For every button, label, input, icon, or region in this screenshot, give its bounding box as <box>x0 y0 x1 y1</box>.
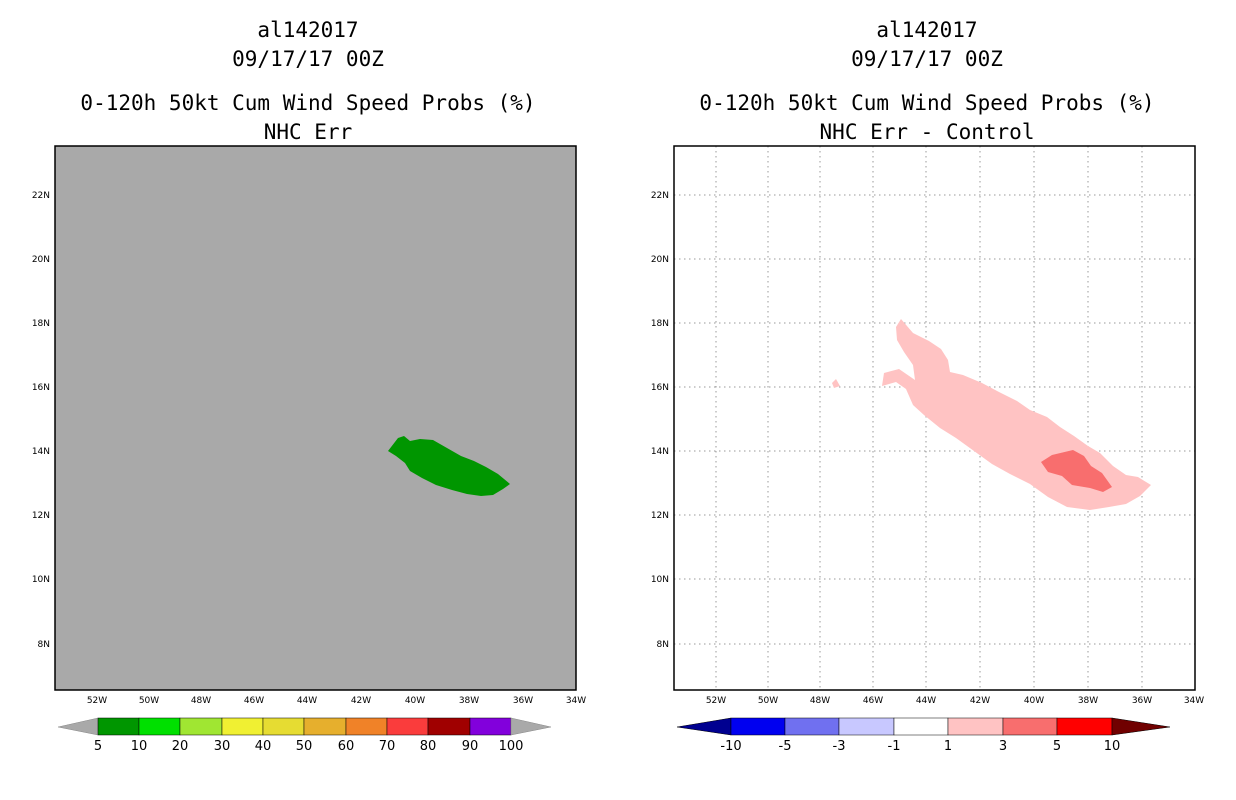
right-colorbar-label: 5 <box>1053 739 1061 754</box>
left-map-background <box>55 146 576 690</box>
right-lat-label: 10N <box>651 575 669 585</box>
right-lon-label: 42W <box>970 696 990 706</box>
left-colorbar-label: 60 <box>338 739 355 754</box>
left-lon-label: 48W <box>191 696 211 706</box>
right-colorbar-swatch <box>947 717 1004 736</box>
right-colorbar-label: -10 <box>720 739 741 754</box>
right-colorbar-label: -3 <box>833 739 846 754</box>
left-lon-label: 44W <box>297 696 317 706</box>
left-colorbar-high-end <box>510 717 552 736</box>
left-lat-label: 18N <box>32 319 50 329</box>
right-colorbar-label: 3 <box>999 739 1007 754</box>
left-map: 52W 50W 48W 46W 44W 42W 40W 38W 36W 34W … <box>32 145 586 706</box>
right-lon-label: 38W <box>1078 696 1098 706</box>
right-lat-label: 14N <box>651 447 669 457</box>
left-colorbar-label: 100 <box>499 739 524 754</box>
right-lat-label: 16N <box>651 383 669 393</box>
left-colorbar-swatch <box>303 717 347 736</box>
right-title: 0-120h 50kt Cum Wind Speed Probs (%) <box>699 91 1155 115</box>
right-lon-label: 40W <box>1024 696 1044 706</box>
right-datetime: 09/17/17 00Z <box>851 47 1003 71</box>
left-lat-label: 10N <box>32 575 50 585</box>
left-colorbar-swatch <box>97 717 140 736</box>
left-lon-label: 34W <box>566 696 586 706</box>
right-lon-label: 52W <box>706 696 726 706</box>
left-colorbar-label: 10 <box>131 739 148 754</box>
left-colorbar-swatch <box>469 717 512 736</box>
right-colorbar-swatch <box>838 717 895 736</box>
right-colorbar-swatch <box>730 717 786 736</box>
right-lat-label: 22N <box>651 191 669 201</box>
left-lon-label: 36W <box>513 696 533 706</box>
right-colorbar-label: -5 <box>779 739 792 754</box>
left-lat-label: 16N <box>32 383 50 393</box>
left-colorbar: 5 10 20 30 40 50 60 70 80 90 100 <box>57 717 552 754</box>
right-colorbar-swatch <box>784 717 840 736</box>
right-colorbar-low-end <box>676 717 732 736</box>
right-lon-label: 44W <box>916 696 936 706</box>
left-colorbar-label: 50 <box>296 739 313 754</box>
right-lon-label: 50W <box>758 696 778 706</box>
left-colorbar-label: 5 <box>94 739 102 754</box>
left-subtitle: NHC Err <box>263 120 353 144</box>
right-colorbar-swatch <box>893 717 949 736</box>
left-lat-label: 8N <box>38 640 50 650</box>
right-map-frame <box>673 145 1196 691</box>
left-lat-label: 14N <box>32 447 50 457</box>
right-diff-contour-small <box>832 379 840 388</box>
right-lat-label: 12N <box>651 511 669 521</box>
left-colorbar-label: 80 <box>420 739 437 754</box>
left-lat-label: 20N <box>32 255 50 265</box>
right-lat-label: 8N <box>657 640 669 650</box>
left-lon-label: 50W <box>139 696 159 706</box>
left-colorbar-swatch <box>427 717 471 736</box>
left-lon-label: 42W <box>351 696 371 706</box>
left-datetime: 09/17/17 00Z <box>232 47 384 71</box>
left-lon-label: 52W <box>87 696 107 706</box>
left-colorbar-label: 40 <box>255 739 272 754</box>
left-colorbar-low-end <box>57 717 99 736</box>
right-storm-id: al142017 <box>876 18 978 42</box>
left-map-frame <box>54 145 577 691</box>
left-colorbar-label: 20 <box>172 739 189 754</box>
left-colorbar-swatch <box>262 717 305 736</box>
left-prob-contour-5-10 <box>388 436 510 496</box>
right-lat-label: 18N <box>651 319 669 329</box>
right-map: 52W 50W 48W 46W 44W 42W 40W 38W 36W 34W … <box>651 145 1204 706</box>
left-colorbar-swatch <box>345 717 388 736</box>
right-colorbar-label: 10 <box>1104 739 1121 754</box>
right-lon-label: 34W <box>1184 696 1204 706</box>
right-lon-label: 48W <box>810 696 830 706</box>
left-colorbar-label: 30 <box>214 739 231 754</box>
left-title: 0-120h 50kt Cum Wind Speed Probs (%) <box>80 91 536 115</box>
left-lat-label: 12N <box>32 511 50 521</box>
left-lon-label: 38W <box>459 696 479 706</box>
left-colorbar-label: 90 <box>462 739 479 754</box>
right-lon-label: 46W <box>863 696 883 706</box>
right-subtitle: NHC Err - Control <box>819 120 1035 144</box>
right-colorbar-label: 1 <box>944 739 952 754</box>
left-lat-label: 22N <box>32 191 50 201</box>
right-lon-label: 36W <box>1132 696 1152 706</box>
left-colorbar-swatch <box>221 717 264 736</box>
right-colorbar: -10 -5 -3 -1 1 3 5 10 <box>676 717 1171 754</box>
right-colorbar-high-end <box>1111 717 1171 736</box>
left-colorbar-swatch <box>179 717 223 736</box>
left-storm-id: al142017 <box>257 18 359 42</box>
right-lat-label: 20N <box>651 255 669 265</box>
right-colorbar-swatch <box>1002 717 1058 736</box>
left-lon-label: 46W <box>244 696 264 706</box>
left-colorbar-swatch <box>138 717 181 736</box>
left-colorbar-label: 70 <box>379 739 396 754</box>
right-diff-contour-3-5 <box>1041 450 1112 492</box>
left-colorbar-swatch <box>386 717 429 736</box>
right-colorbar-swatch <box>1056 717 1113 736</box>
left-lon-label: 40W <box>405 696 425 706</box>
right-colorbar-label: -1 <box>888 739 901 754</box>
